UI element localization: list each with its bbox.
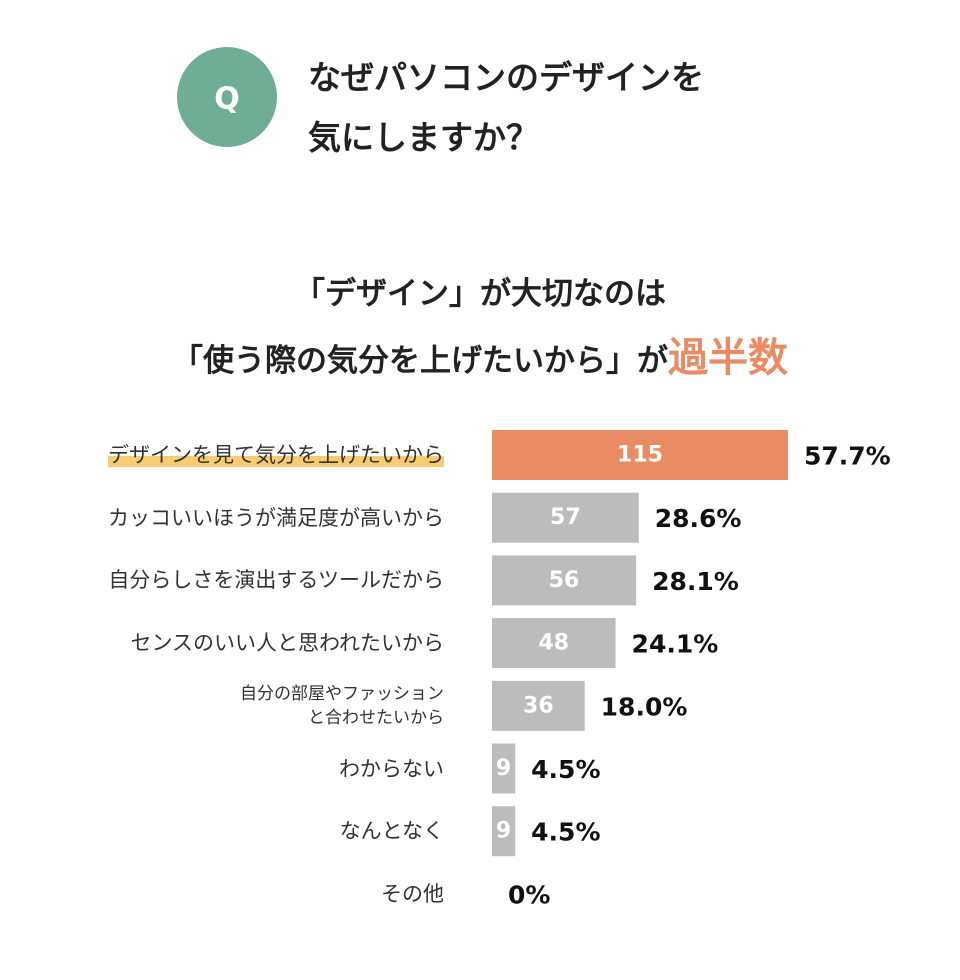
category-label: その他 [381, 881, 444, 907]
headline: 「使う際の気分を上げたいから」が [172, 343, 668, 379]
category-label: デザインを見て気分を上げたいから [108, 442, 444, 468]
category-text: 自分の部屋やファッション と合わせたいから [240, 683, 444, 728]
value-label: 115 [617, 443, 663, 468]
badge-circle [177, 47, 277, 147]
category-label: 自分の部屋やファッション と合わせたいから [240, 682, 444, 730]
bar [492, 492, 639, 543]
category-label: センスのいい人と思われたいから [130, 630, 444, 656]
percentage-label: 28.6% [655, 504, 742, 533]
value-label: 36 [523, 693, 554, 718]
category-label: なんとなく [340, 818, 444, 844]
percentage-label: 18.0% [601, 692, 688, 721]
category-text: デザインを見て気分を上げたいから [108, 443, 444, 467]
percentage-label: 28.1% [652, 567, 739, 596]
category-text: センスのいい人と思われたいから [130, 631, 444, 656]
percentage-label: 4.5% [531, 818, 600, 847]
bar [492, 555, 637, 606]
category-text: なんとなく [339, 819, 444, 844]
category-text: カッコいいほうが満足度が高いから [108, 505, 444, 530]
category-label: カッコいいほうが満足度が高いから [108, 505, 444, 531]
headline-emphasis: 過半数 [668, 335, 788, 381]
category-label: 自分らしさを演出するツールだから [108, 567, 444, 593]
category-text: その他 [381, 881, 444, 906]
headline: 「デザイン」が大切なのは [294, 276, 666, 312]
bar [492, 806, 516, 857]
category-label: わからない [339, 756, 444, 782]
bar [492, 618, 616, 669]
value-label: 48 [538, 631, 569, 656]
percentage-label: 4.5% [531, 755, 600, 784]
category-text: わからない [339, 756, 444, 781]
value-label: 9 [496, 819, 511, 844]
percentage-label: 57.7% [804, 442, 891, 471]
badge: Q [214, 82, 240, 117]
bar [492, 680, 585, 731]
bar [492, 430, 788, 480]
question: なぜパソコンのデザインを 気にしますか？ [308, 58, 704, 157]
headline-line: 「使う際の気分を上げたいから」が過半数 [0, 325, 960, 383]
bar [492, 743, 516, 794]
value-label: 57 [550, 505, 581, 530]
percentage-label: 24.1% [632, 630, 719, 659]
category-text: 自分らしさを演出するツールだから [108, 568, 444, 593]
percentage-label: 0% [508, 880, 550, 909]
value-label: 56 [549, 568, 580, 593]
value-label: 9 [496, 756, 511, 781]
